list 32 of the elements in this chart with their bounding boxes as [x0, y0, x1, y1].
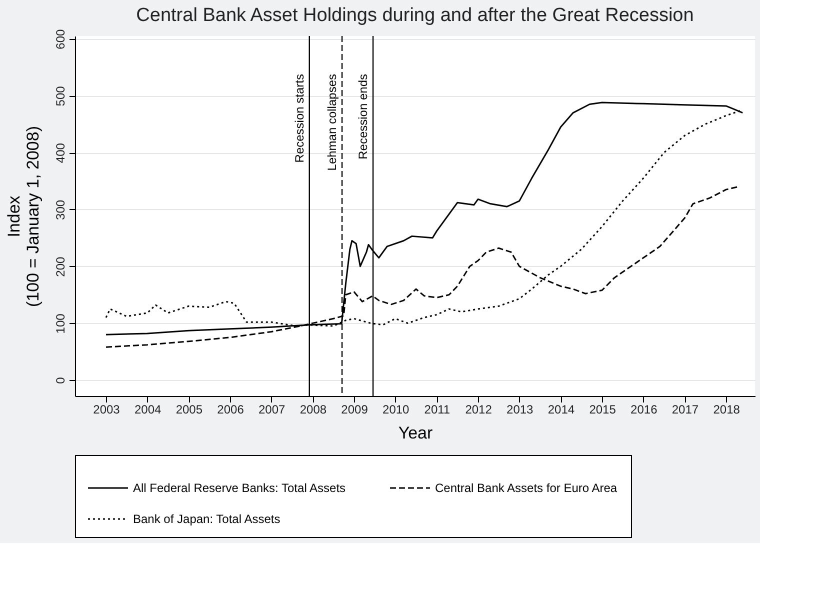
legend-label: Bank of Japan: Total Assets: [133, 512, 280, 526]
legend-label: Central Bank Assets for Euro Area: [435, 481, 618, 495]
legend-label: All Federal Reserve Banks: Total Assets: [133, 481, 346, 495]
x-tick-label: 2003: [93, 402, 120, 416]
y-axis-title: Index (100 = January 1, 2008): [4, 126, 42, 307]
y-tick-label: 200: [54, 256, 68, 277]
x-tick-label: 2013: [506, 402, 534, 416]
x-tick-label: 2015: [589, 402, 616, 416]
x-tick-label: 2006: [217, 402, 244, 416]
y-tick-label: 300: [54, 200, 68, 220]
x-tick-label: 2005: [176, 402, 203, 416]
y-tick-label: 100: [54, 313, 68, 334]
x-axis-title: Year: [398, 424, 434, 442]
x-tick-label: 2014: [548, 402, 575, 416]
x-tick-label: 2017: [672, 402, 699, 416]
ref-line-label: Recession ends: [356, 74, 370, 160]
ref-line-label: Lehman collapses: [325, 74, 340, 171]
y-tick-label: 400: [54, 142, 68, 164]
ref-line-label: Recession starts: [292, 74, 306, 163]
y-tick-label: 0: [54, 376, 68, 384]
x-tick-label: 2011: [424, 402, 450, 416]
x-tick-label: 2008: [300, 402, 327, 416]
y-tick-label: 500: [54, 86, 68, 106]
x-tick-label: 2004: [134, 402, 162, 416]
x-tick-label: 2016: [630, 402, 658, 416]
x-tick-label: 2009: [341, 402, 368, 416]
x-tick-label: 2018: [713, 402, 740, 416]
chart-title: Central Bank Asset Holdings during and after the Great Recession: [136, 4, 694, 26]
x-tick-label: 2010: [382, 402, 410, 416]
y-tick-label: 600: [54, 29, 68, 50]
x-tick-label: 2012: [465, 402, 492, 416]
x-tick-label: 2007: [258, 402, 286, 416]
